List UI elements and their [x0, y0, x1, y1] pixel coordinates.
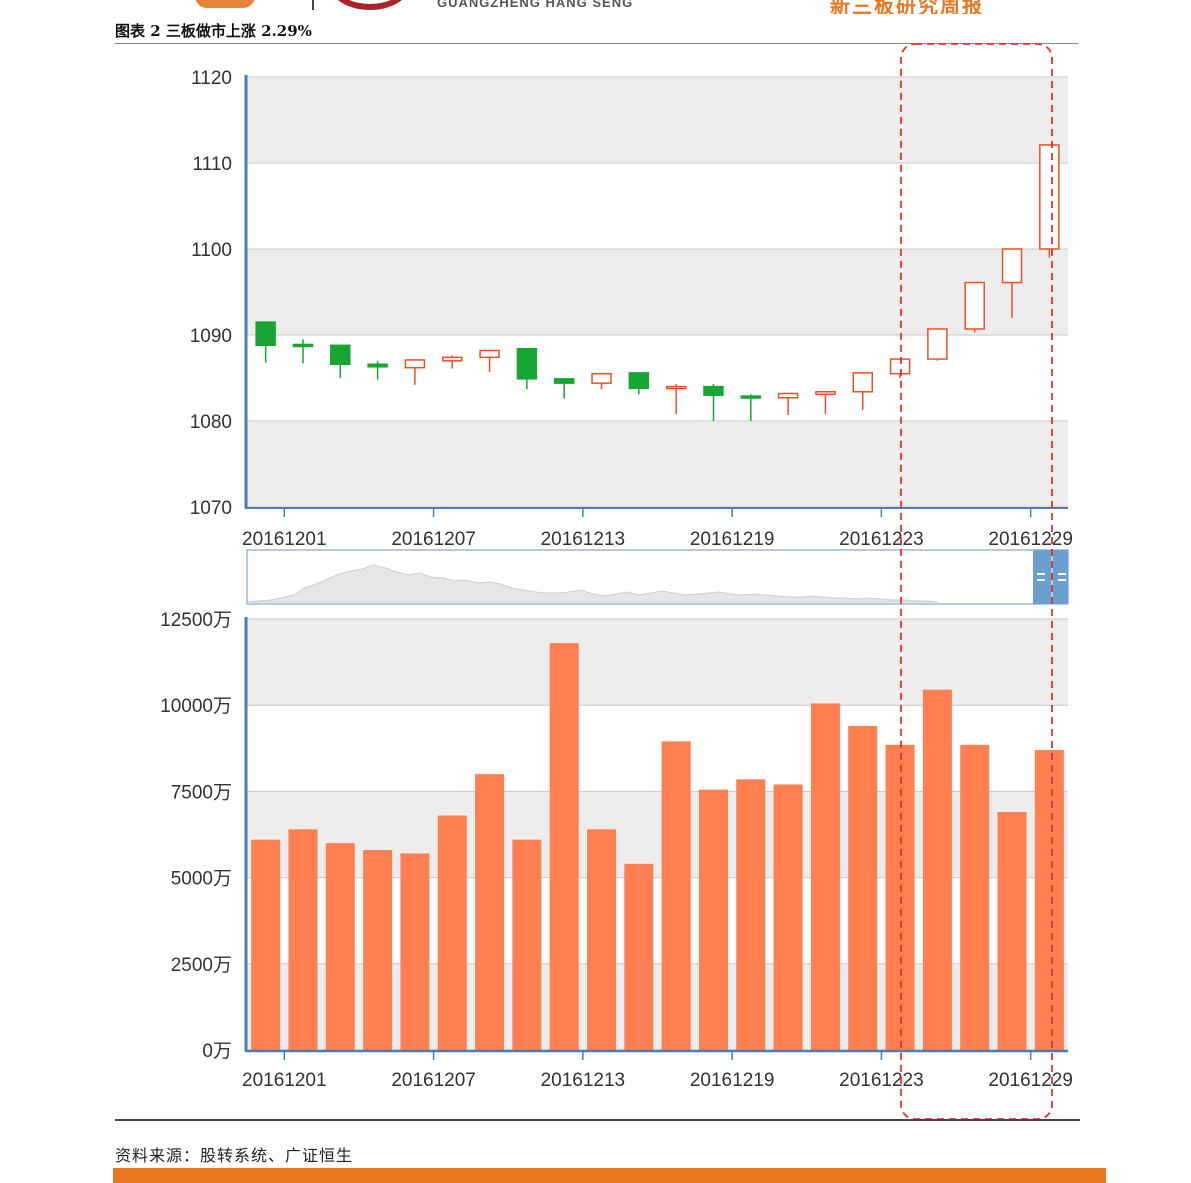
- volume-bar: [437, 815, 467, 1050]
- figure-caption: 图表 2 三板做市上涨 2.29%: [115, 22, 312, 40]
- volume-x-tick-label: 20161223: [839, 1070, 924, 1091]
- volume-x-tick-label: 20161201: [242, 1070, 327, 1091]
- chart-bottom-rule: [115, 1119, 1080, 1121]
- volume-y-tick-label: 0万: [202, 1041, 232, 1062]
- navigator-selection-handle[interactable]: [1033, 550, 1068, 604]
- price-y-tick-label: 1080: [190, 412, 232, 433]
- volume-bar: [1034, 750, 1064, 1050]
- volume-bar: [736, 779, 766, 1050]
- volume-bar: [288, 829, 318, 1050]
- volume-bar: [885, 744, 915, 1050]
- volume-bar: [512, 839, 542, 1050]
- candle-body: [1001, 248, 1023, 284]
- brand-logo-text: GUANGZHENG HANG SENG: [437, 0, 634, 10]
- volume-x-tick-label: 20161219: [690, 1070, 775, 1091]
- candle-body: [442, 356, 463, 362]
- candle-body: [1039, 144, 1060, 250]
- volume-bar: [475, 774, 505, 1050]
- candle-body: [404, 359, 426, 369]
- brand-logo-mark: [195, 0, 255, 8]
- volume-y-tick-label: 7500万: [171, 782, 232, 803]
- volume-y-tick-label: 5000万: [171, 869, 232, 890]
- logo-separator: [312, 0, 314, 10]
- price-x-tick-label: 20161223: [839, 529, 924, 550]
- price-y-tick-label: 1110: [193, 154, 232, 175]
- candle-body: [927, 328, 948, 360]
- price-x-tick-label: 20161213: [541, 529, 626, 550]
- report-title: 新三板研究周报: [830, 0, 984, 14]
- volume-bar: [661, 741, 691, 1050]
- candle-body: [703, 385, 724, 396]
- candle-body: [740, 395, 762, 399]
- candle-body: [665, 385, 687, 390]
- price-y-tick-label: 1090: [190, 326, 232, 347]
- volume-bar: [810, 703, 840, 1050]
- price-y-tick-label: 1100: [191, 240, 232, 261]
- volume-y-tick-label: 2500万: [171, 955, 232, 976]
- price-x-tick-label: 20161219: [690, 529, 775, 550]
- candle-body: [292, 343, 314, 348]
- price-x-tick-label: 20161207: [391, 529, 476, 550]
- volume-bar: [698, 789, 728, 1050]
- volume-bar: [773, 784, 803, 1050]
- volume-bar: [363, 850, 393, 1050]
- candle-body: [889, 358, 911, 375]
- navigator-volume-profile: [246, 564, 939, 603]
- candle-body: [777, 392, 799, 399]
- volume-y-tick-label: 12500万: [160, 610, 232, 631]
- price-x-tick-label: 20161201: [242, 529, 327, 550]
- volume-bar: [549, 643, 579, 1050]
- volume-x-tick-label: 20161207: [391, 1070, 476, 1091]
- price-x-tick-label: 20161229: [988, 529, 1073, 550]
- candle-body: [964, 281, 985, 330]
- candle-body: [628, 372, 650, 390]
- candle-body: [516, 348, 538, 380]
- volume-bar: [624, 863, 654, 1050]
- footer-bar: [113, 1168, 1106, 1183]
- volume-bar: [997, 812, 1027, 1050]
- volume-bar: [922, 689, 952, 1050]
- report-header: GUANGZHENG HANG SENG 新三板研究周报: [0, 0, 1191, 14]
- volume-bar: [960, 744, 990, 1050]
- candle-body: [553, 378, 575, 384]
- volume-y-tick-label: 10000万: [160, 696, 232, 717]
- price-y-tick-label: 1120: [191, 68, 232, 89]
- price-y-tick-label: 1070: [190, 498, 232, 519]
- volume-bar: [848, 725, 878, 1050]
- price-grid-band: [247, 421, 1068, 507]
- volume-bar: [325, 843, 355, 1050]
- volume-bar: [251, 839, 281, 1050]
- candle-body: [852, 372, 873, 393]
- volume-bar: [587, 829, 617, 1050]
- price-grid-band: [247, 249, 1068, 335]
- price-grid-band: [247, 77, 1068, 163]
- candle-body: [591, 372, 612, 384]
- candle-body: [367, 363, 388, 368]
- volume-x-tick-label: 20161213: [541, 1070, 626, 1091]
- candle-body: [815, 391, 836, 396]
- candle-body: [330, 344, 351, 365]
- candle-body: [479, 349, 500, 359]
- candle-body: [255, 321, 276, 347]
- caption-rule: [115, 43, 1078, 44]
- volume-x-tick-label: 20161229: [988, 1070, 1073, 1091]
- volume-bar: [400, 853, 430, 1050]
- source-note: 资料来源：股转系统、广证恒生: [115, 1146, 354, 1165]
